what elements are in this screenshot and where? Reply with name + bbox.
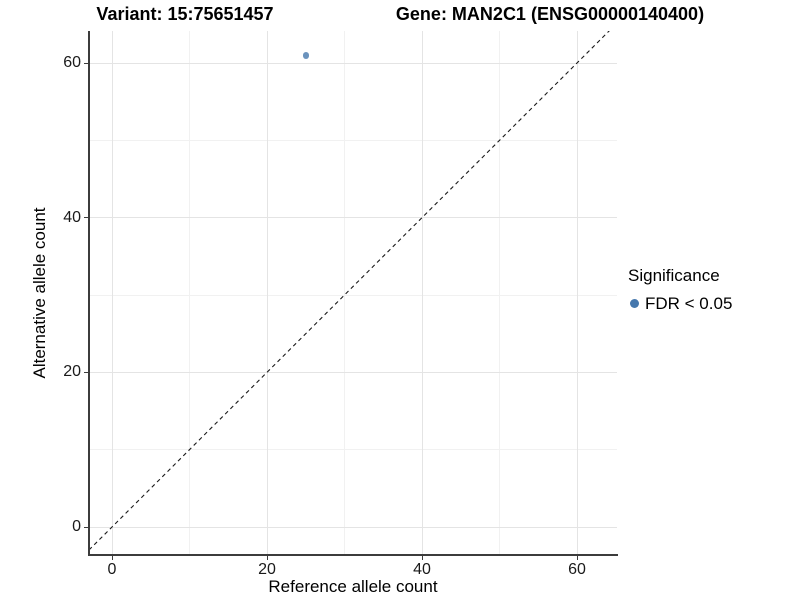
y-tick-label: 0: [72, 518, 81, 535]
legend-item-label: FDR < 0.05: [645, 294, 733, 313]
x-tick-label: 0: [107, 561, 117, 578]
gridline-x-major: [266, 31, 268, 554]
gridline-y-minor: [89, 294, 617, 296]
x-tick: [111, 555, 113, 560]
x-axis-title: Reference allele count: [268, 577, 438, 596]
y-tick-label: 60: [63, 54, 81, 71]
x-tick-label: 20: [258, 561, 276, 578]
gridline-x-minor: [499, 31, 500, 554]
y-tick-label: 40: [63, 208, 81, 226]
gridline-x-major: [421, 31, 423, 554]
x-tick: [421, 555, 423, 560]
x-tick: [266, 555, 268, 560]
gridline-y-major: [89, 526, 617, 528]
gridline-x-minor: [344, 31, 345, 554]
y-axis-title: Alternative allele count: [30, 206, 49, 379]
x-tick-label: 40: [413, 561, 431, 578]
gridline-x-major: [111, 31, 113, 554]
axis-layer: Reference allele count Alternative allel…: [30, 31, 617, 596]
y-tick: [84, 371, 89, 373]
y-axis-line: [88, 31, 90, 555]
legend-item: FDR < 0.05: [628, 294, 732, 313]
y-tick: [84, 526, 89, 528]
gene-title: Gene: MAN2C1 (ENSG00000140400): [395, 4, 705, 24]
legend-point-icon: [630, 299, 639, 308]
gridline-x-minor: [189, 31, 190, 554]
y-tick-label: 20: [63, 363, 81, 381]
gridline-x-major: [576, 31, 578, 554]
x-axis-line: [88, 554, 618, 556]
identity-dashed-line: [89, 31, 610, 551]
y-tick: [84, 217, 89, 219]
gridline-y-major: [89, 62, 617, 64]
variant-title: Variant: 15:75651457: [96, 4, 274, 24]
legend: Significance FDR < 0.05: [628, 266, 732, 313]
x-tick-label: 60: [568, 561, 586, 578]
gridline-y-minor: [89, 139, 617, 141]
y-tick: [84, 62, 89, 64]
gridline-y-major: [89, 371, 617, 373]
identity-line-layer: [89, 31, 610, 551]
legend-title: Significance: [628, 266, 720, 285]
gridline-y-minor: [89, 449, 617, 451]
gridline-y-major: [89, 217, 617, 219]
x-tick: [576, 555, 578, 560]
data-point: [302, 52, 309, 59]
plot-panel: [89, 31, 617, 554]
